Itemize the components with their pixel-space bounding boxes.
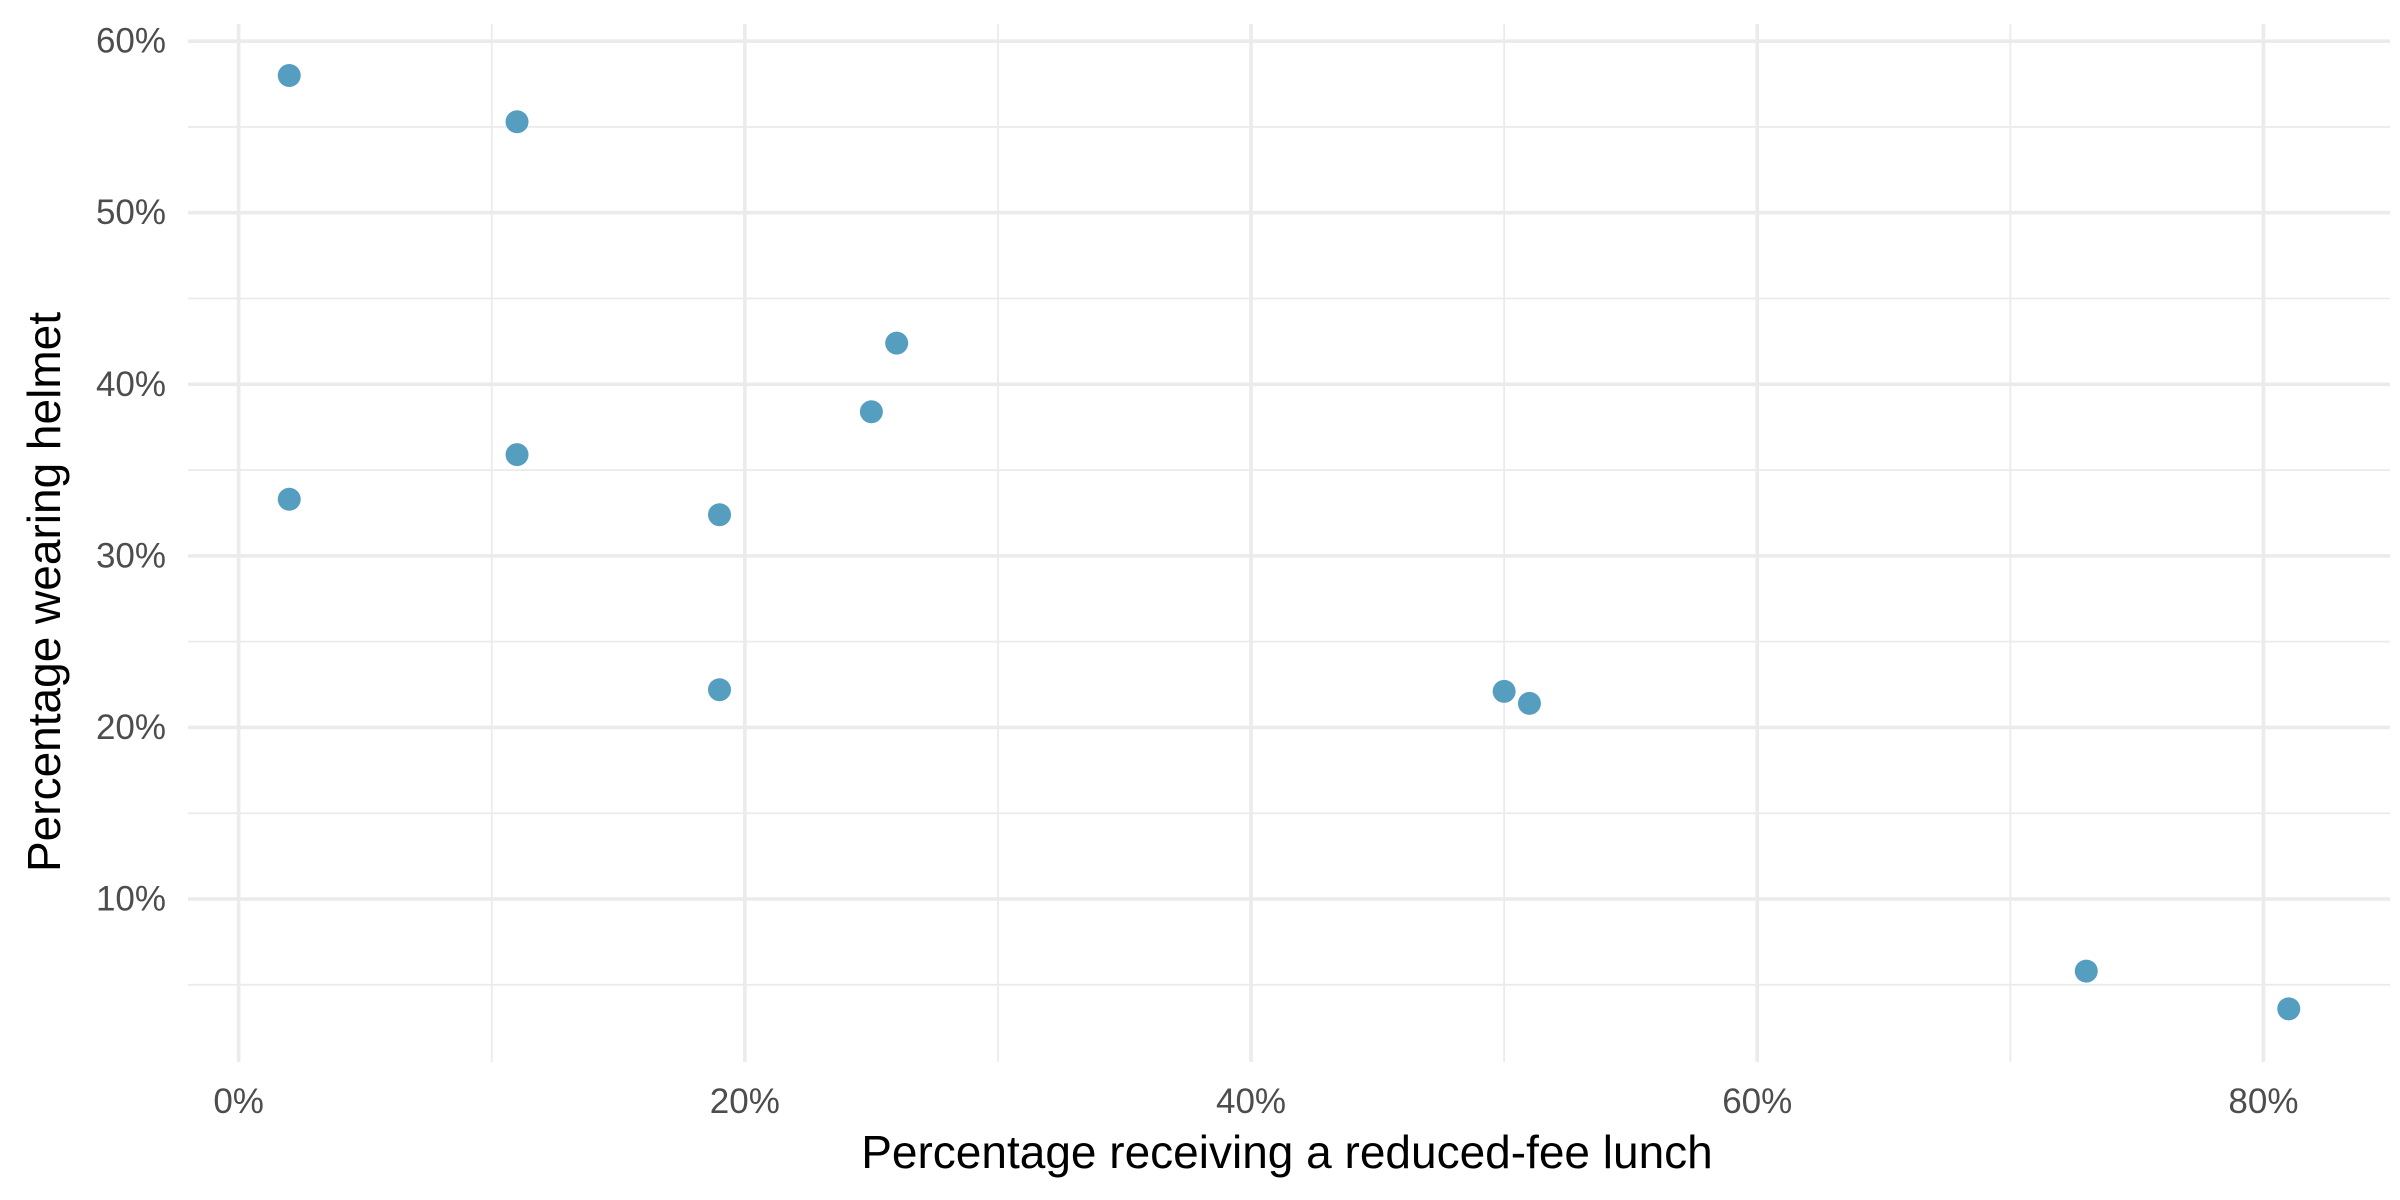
y-axis-title: Percentage wearing helmet: [18, 312, 70, 872]
data-point: [708, 503, 732, 527]
data-point: [859, 400, 883, 424]
data-point: [505, 443, 529, 467]
data-point: [505, 110, 529, 134]
major-gridlines: [188, 24, 2390, 1062]
data-point: [277, 487, 301, 511]
data-point: [2277, 997, 2301, 1021]
y-tick-label: 50%: [96, 193, 166, 232]
y-tick-label: 20%: [96, 708, 166, 747]
data-point: [1517, 691, 1541, 715]
x-axis-title: Percentage receiving a reduced-fee lunch: [861, 1126, 1713, 1178]
data-point: [2074, 959, 2098, 983]
x-tick-label: 0%: [213, 1082, 264, 1121]
x-tick-label: 20%: [710, 1082, 780, 1121]
data-point: [885, 331, 909, 355]
data-point: [277, 63, 301, 87]
x-tick-label: 40%: [1216, 1082, 1286, 1121]
data-point: [1492, 679, 1516, 703]
y-tick-label: 40%: [96, 365, 166, 404]
data-point: [708, 678, 732, 702]
x-tick-label: 60%: [1722, 1082, 1792, 1121]
x-axis-tick-labels: 0% 20% 40% 60% 80%: [213, 1082, 2298, 1121]
x-tick-label: 80%: [2228, 1082, 2298, 1121]
y-tick-label: 60%: [96, 22, 166, 61]
data-points: [277, 63, 2301, 1021]
minor-gridlines: [188, 24, 2390, 1062]
y-axis-tick-labels: 10% 20% 30% 40% 50% 60%: [96, 22, 166, 919]
y-tick-label: 30%: [96, 536, 166, 575]
y-tick-label: 10%: [96, 880, 166, 919]
